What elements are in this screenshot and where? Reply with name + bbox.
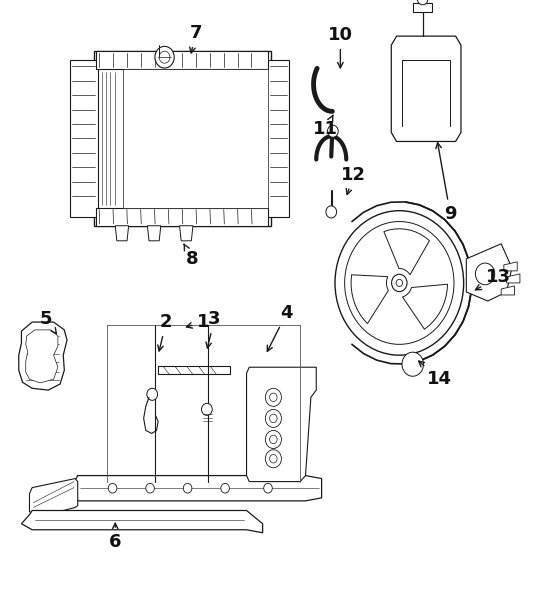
Bar (123, 69, 268, 208)
Circle shape (270, 435, 277, 444)
Polygon shape (391, 36, 461, 141)
Circle shape (183, 483, 192, 493)
Circle shape (326, 206, 337, 218)
Polygon shape (504, 262, 517, 271)
Circle shape (417, 0, 428, 5)
Polygon shape (501, 286, 515, 295)
Circle shape (202, 403, 212, 415)
Polygon shape (351, 275, 389, 324)
Text: 3: 3 (206, 310, 221, 348)
Circle shape (147, 388, 158, 400)
Circle shape (270, 455, 277, 463)
Text: 2: 2 (158, 313, 173, 351)
Circle shape (265, 430, 281, 448)
Circle shape (221, 483, 229, 493)
Polygon shape (384, 229, 429, 275)
Polygon shape (413, 3, 432, 12)
Bar (94, 51, 271, 226)
Circle shape (108, 483, 117, 493)
Circle shape (265, 388, 281, 406)
Polygon shape (29, 479, 78, 517)
Circle shape (396, 279, 403, 287)
Polygon shape (96, 208, 268, 226)
Polygon shape (70, 60, 98, 217)
Polygon shape (75, 476, 322, 501)
Text: 13: 13 (475, 268, 511, 290)
Polygon shape (115, 226, 129, 241)
Text: 4: 4 (267, 304, 293, 352)
Polygon shape (147, 226, 161, 241)
Text: 8: 8 (184, 244, 198, 268)
Circle shape (335, 211, 464, 355)
Circle shape (345, 222, 454, 344)
Circle shape (392, 275, 407, 291)
Polygon shape (21, 510, 263, 533)
Circle shape (475, 263, 495, 285)
Circle shape (265, 409, 281, 427)
Circle shape (327, 125, 338, 137)
Text: 7: 7 (189, 24, 202, 53)
Polygon shape (26, 330, 58, 383)
Polygon shape (96, 51, 268, 69)
Circle shape (146, 483, 154, 493)
Polygon shape (466, 244, 512, 301)
Polygon shape (247, 367, 316, 482)
Text: 12: 12 (341, 166, 366, 194)
Circle shape (265, 450, 281, 468)
Polygon shape (403, 284, 448, 329)
Polygon shape (507, 274, 520, 283)
Circle shape (159, 51, 170, 63)
Circle shape (270, 414, 277, 423)
Circle shape (264, 483, 272, 493)
Text: 9: 9 (436, 143, 457, 223)
Circle shape (402, 352, 423, 376)
Text: 11: 11 (314, 115, 338, 138)
Circle shape (270, 393, 277, 402)
Circle shape (155, 46, 174, 68)
Polygon shape (19, 322, 67, 390)
Polygon shape (180, 226, 193, 241)
Text: 1: 1 (187, 313, 210, 331)
Text: 14: 14 (419, 361, 452, 388)
Polygon shape (267, 60, 289, 217)
Text: 10: 10 (328, 26, 353, 68)
Polygon shape (158, 366, 230, 374)
Text: 6: 6 (109, 523, 122, 551)
Text: 5: 5 (39, 310, 56, 334)
